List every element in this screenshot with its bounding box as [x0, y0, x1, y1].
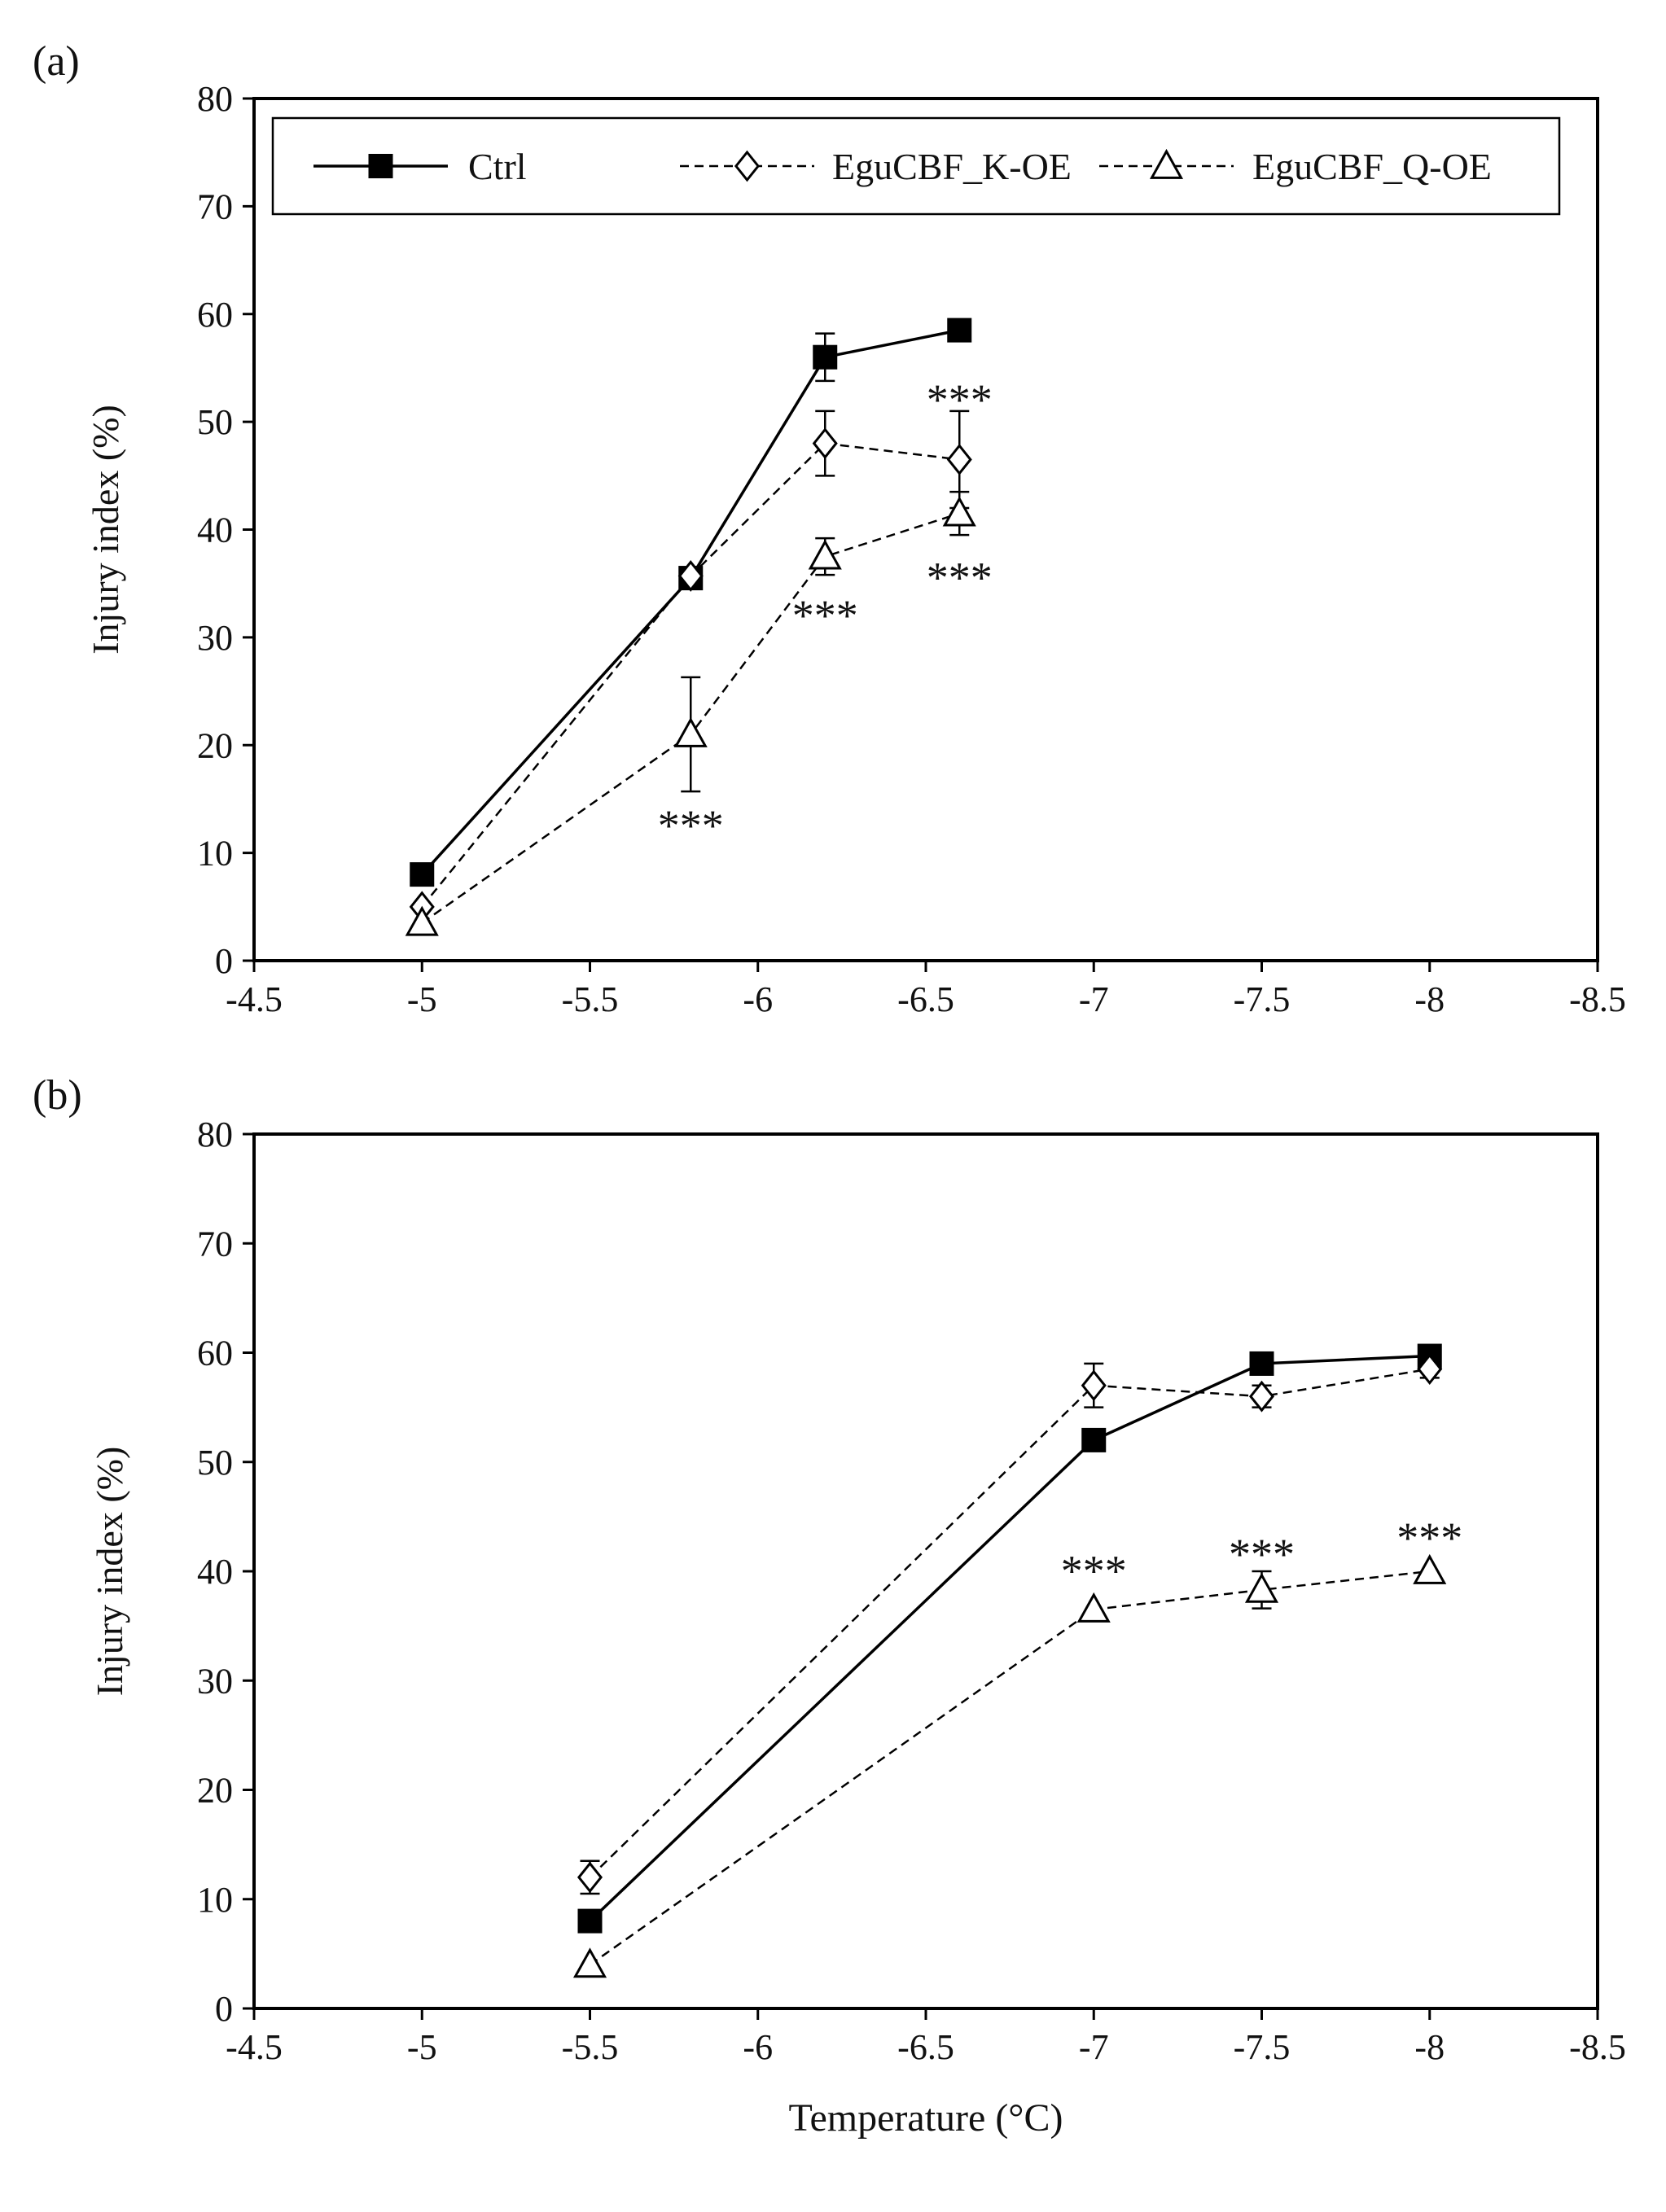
y-tick-label: 60	[197, 1334, 233, 1373]
panel-label: (a)	[33, 38, 80, 85]
x-tick-label: -8	[1414, 979, 1445, 1019]
y-tick-label: 60	[197, 295, 233, 335]
x-tick-label: -4.5	[226, 2027, 283, 2067]
significance-annotation: ***	[927, 553, 993, 602]
y-tick-label: 20	[197, 725, 233, 765]
data-point-egucbf-k-oe	[946, 444, 972, 475]
y-tick-label: 30	[197, 1661, 233, 1701]
data-point-egucbf-k-oe	[1417, 1353, 1443, 1386]
panel-b: (b) 0 10 20 30 40 50 60 70 80 -4.5 -5 -5.5 -6 -6.5 -7 -7…	[33, 1072, 1626, 2140]
data-point-ctrl	[577, 1908, 603, 1934]
x-tick-label: -5	[407, 2027, 437, 2067]
x-tick-label: -6.5	[897, 979, 954, 1019]
legend-marker-ctrl	[368, 154, 393, 178]
significance-annotation: ***	[1061, 1546, 1127, 1595]
data-point-egucbf-k-oe	[1248, 1380, 1275, 1413]
data-point-egucbf-k-oe	[577, 1861, 603, 1894]
x-tick-label: -8	[1414, 2027, 1445, 2067]
data-point-ctrl	[813, 344, 838, 370]
panel-label: (b)	[33, 1072, 82, 1119]
data-point-ctrl	[1081, 1427, 1107, 1452]
y-tick-label: 70	[197, 1224, 233, 1264]
y-tick-label: 50	[197, 1443, 233, 1483]
x-tick-label: -7.5	[1234, 979, 1291, 1019]
y-tick-label: 80	[197, 79, 233, 119]
y-tick-label: 40	[197, 510, 233, 550]
series-line-egucbf-q-oe	[589, 1570, 1430, 1966]
x-tick-label: -5.5	[562, 2027, 619, 2067]
legend-marker-egucbf-k-oe	[734, 150, 761, 182]
x-tick-label: -6	[743, 2027, 773, 2067]
y-axis-label: Injury index (%)	[85, 405, 126, 655]
significance-annotation: ***	[1229, 1530, 1295, 1579]
x-tick-label: -5	[407, 979, 437, 1019]
legend-label-egucbf-k-oe: EguCBF_K-OE	[832, 146, 1072, 187]
y-tick-label: 50	[197, 402, 233, 442]
legend-label-egucbf-q-oe: EguCBF_Q-OE	[1252, 146, 1492, 187]
y-tick-label: 30	[197, 618, 233, 658]
y-tick-label: 10	[197, 834, 233, 874]
x-tick-label: -7	[1079, 2027, 1109, 2067]
x-tick-label: -4.5	[226, 979, 283, 1019]
legend-label-ctrl: Ctrl	[468, 146, 527, 187]
significance-annotation: ***	[1396, 1513, 1462, 1562]
legend-box	[271, 116, 1561, 216]
y-tick-label: 0	[215, 1989, 233, 2029]
y-tick-label: 0	[215, 941, 233, 981]
data-point-egucbf-q-oe	[808, 539, 842, 570]
data-point-egucbf-q-oe	[942, 496, 976, 527]
data-point-egucbf-q-oe	[1076, 1592, 1111, 1623]
plot-frame	[252, 97, 1599, 962]
y-tick-label: 40	[197, 1552, 233, 1592]
y-tick-label: 70	[197, 186, 233, 226]
legend-marker-egucbf-q-oe	[1149, 148, 1184, 179]
x-tick-label: -7.5	[1234, 2027, 1291, 2067]
x-tick-label: -7	[1079, 979, 1109, 1019]
x-tick-label: -5.5	[562, 979, 619, 1019]
data-point-ctrl	[947, 318, 972, 343]
significance-annotation: ***	[658, 801, 724, 850]
y-tick-label: 80	[197, 1115, 233, 1154]
data-point-egucbf-q-oe	[1244, 1572, 1279, 1603]
data-point-egucbf-q-oe	[673, 716, 708, 747]
data-point-ctrl	[410, 862, 435, 887]
data-point-egucbf-q-oe	[1413, 1553, 1447, 1584]
y-axis-label: Injury index (%)	[89, 1447, 130, 1697]
series-line-ctrl	[420, 328, 960, 876]
x-tick-label: -8.5	[1569, 979, 1626, 1019]
data-point-ctrl	[1249, 1351, 1274, 1376]
y-tick-label: 20	[197, 1771, 233, 1811]
data-point-egucbf-k-oe	[1081, 1369, 1107, 1402]
data-point-egucbf-q-oe	[405, 905, 439, 936]
series-line-egucbf-q-oe	[421, 512, 960, 924]
data-point-egucbf-k-oe	[677, 560, 704, 592]
data-point-egucbf-q-oe	[572, 1947, 607, 1978]
x-tick-label: -6.5	[897, 2027, 954, 2067]
series-line-egucbf-k-oe	[589, 1368, 1430, 1878]
x-tick-label: -6	[743, 979, 773, 1019]
x-axis-label: Temperature (°C)	[788, 2096, 1063, 2140]
significance-annotation: ***	[927, 375, 993, 424]
series-line-egucbf-k-oe	[421, 442, 960, 908]
significance-annotation: ***	[792, 591, 858, 640]
y-tick-label: 10	[197, 1880, 233, 1920]
plot-frame	[252, 1132, 1599, 2010]
data-point-egucbf-k-oe	[812, 427, 838, 460]
panel-a: (a) 0 10 20 30 40 50 60 70 80 -4.5 -5 -5.5 -6 -6.5 -7 -7…	[33, 38, 1626, 1019]
series-line-ctrl	[589, 1354, 1430, 1922]
x-tick-label: -8.5	[1569, 2027, 1626, 2067]
